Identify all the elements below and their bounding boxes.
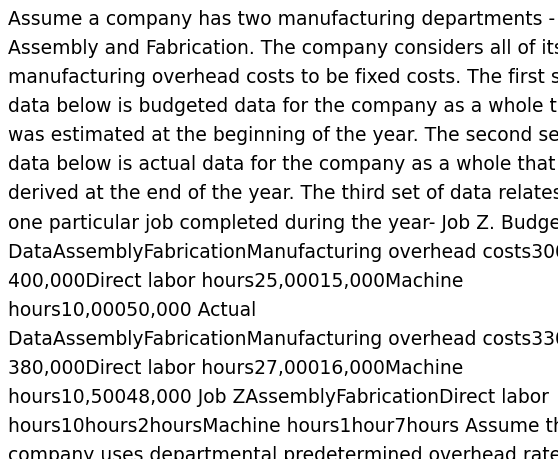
Text: was estimated at the beginning of the year. The second set of: was estimated at the beginning of the ye… — [8, 126, 558, 145]
Text: 400,000Direct labor hours25,00015,000Machine: 400,000Direct labor hours25,00015,000Mac… — [8, 271, 464, 290]
Text: hours10,50048,000 Job ZAssemblyFabricationDirect labor: hours10,50048,000 Job ZAssemblyFabricati… — [8, 387, 550, 406]
Text: Assembly and Fabrication. The company considers all of its: Assembly and Fabrication. The company co… — [8, 39, 558, 58]
Text: company uses departmental predetermined overhead rates. It: company uses departmental predetermined … — [8, 445, 558, 459]
Text: one particular job completed during the year- Job Z. Budgeted: one particular job completed during the … — [8, 213, 558, 232]
Text: hours10hours2hoursMachine hours1hour7hours Assume the: hours10hours2hoursMachine hours1hour7hou… — [8, 416, 558, 435]
Text: 380,000Direct labor hours27,00016,000Machine: 380,000Direct labor hours27,00016,000Mac… — [8, 358, 464, 377]
Text: DataAssemblyFabricationManufacturing overhead costs300, 000: DataAssemblyFabricationManufacturing ove… — [8, 242, 558, 261]
Text: DataAssemblyFabricationManufacturing overhead costs330, 000: DataAssemblyFabricationManufacturing ove… — [8, 329, 558, 348]
Text: data below is budgeted data for the company as a whole that: data below is budgeted data for the comp… — [8, 97, 558, 116]
Text: data below is actual data for the company as a whole that was: data below is actual data for the compan… — [8, 155, 558, 174]
Text: hours10,00050,000 Actual: hours10,00050,000 Actual — [8, 300, 257, 319]
Text: Assume a company has two manufacturing departments -: Assume a company has two manufacturing d… — [8, 10, 556, 29]
Text: manufacturing overhead costs to be fixed costs. The first set of: manufacturing overhead costs to be fixed… — [8, 68, 558, 87]
Text: derived at the end of the year. The third set of data relates to: derived at the end of the year. The thir… — [8, 184, 558, 203]
